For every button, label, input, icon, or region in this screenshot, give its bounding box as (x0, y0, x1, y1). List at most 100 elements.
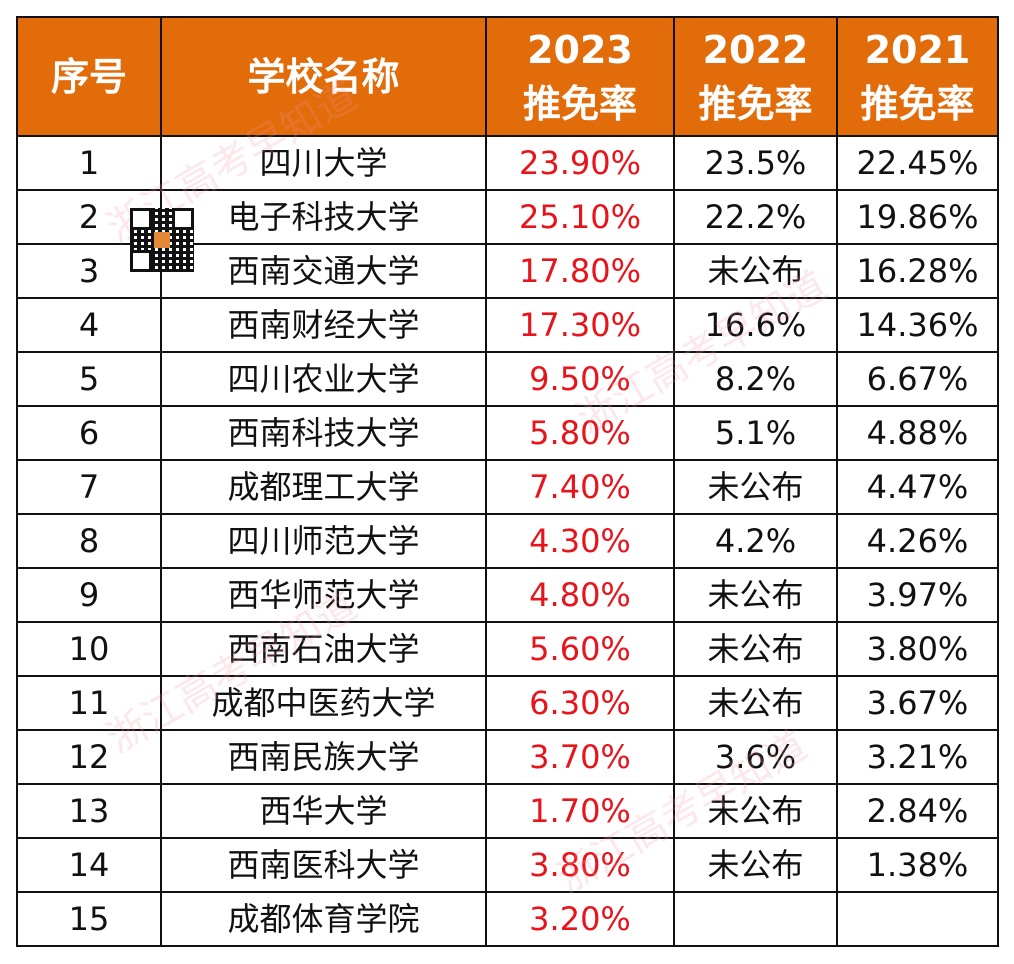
header-row: 序号 学校名称 2023 推免率 2022 推免率 2021 推免率 (16, 16, 999, 137)
school-name-cell: 西南医科大学 (160, 837, 487, 893)
rate-2023-cell: 17.80% (485, 243, 675, 299)
rate-2021-cell: 6.67% (836, 351, 999, 407)
rate-2021-cell: 4.47% (836, 459, 999, 515)
rank-cell: 15 (16, 891, 162, 947)
rate-2022-cell: 16.6% (673, 297, 838, 353)
rate-2023-cell: 3.80% (485, 837, 675, 893)
rate-2023-cell: 3.20% (485, 891, 675, 947)
school-name-cell: 西华师范大学 (160, 567, 487, 623)
school-name-cell: 西南民族大学 (160, 729, 487, 785)
rate-2021-cell: 2.84% (836, 783, 999, 839)
rank-cell: 5 (16, 351, 162, 407)
rank-cell: 10 (16, 621, 162, 677)
rate-2023-cell: 6.30% (485, 675, 675, 731)
school-name-cell: 西南科技大学 (160, 405, 487, 461)
rate-2022-cell: 5.1% (673, 405, 838, 461)
rate-2022-cell: 未公布 (673, 783, 838, 839)
column-header-text: 学校名称 (247, 54, 400, 99)
rank-cell: 1 (16, 135, 162, 191)
column-header-text: 2021 (864, 27, 971, 72)
table-row: 7 成都理工大学 7.40% 未公布 4.47% (16, 459, 999, 515)
table-row: 9 西华师范大学 4.80% 未公布 3.97% (16, 567, 999, 623)
rate-2023-cell: 1.70% (485, 783, 675, 839)
rate-2021-cell: 3.21% (836, 729, 999, 785)
column-header-text: 推免率 (698, 81, 813, 126)
rate-2023-cell: 3.70% (485, 729, 675, 785)
table-row: 14 西南医科大学 3.80% 未公布 1.38% (16, 837, 999, 893)
column-header: 序号 (16, 16, 162, 137)
column-header-text: 推免率 (860, 81, 975, 126)
rank-cell: 13 (16, 783, 162, 839)
column-header-text: 2023 (527, 27, 633, 72)
column-header-text: 2022 (702, 27, 809, 72)
table-row: 5 四川农业大学 9.50% 8.2% 6.67% (16, 351, 999, 407)
rate-2022-cell: 未公布 (673, 837, 838, 893)
table-row: 6 西南科技大学 5.80% 5.1% 4.88% (16, 405, 999, 461)
rate-2021-cell: 22.45% (836, 135, 999, 191)
rate-2021-cell: 19.86% (836, 189, 999, 245)
rate-2023-cell: 23.90% (485, 135, 675, 191)
school-name-cell: 成都中医药大学 (160, 675, 487, 731)
rate-2022-cell: 22.2% (673, 189, 838, 245)
column-header: 2023 推免率 (485, 16, 675, 137)
rate-2021-cell: 1.38% (836, 837, 999, 893)
rate-2023-cell: 4.80% (485, 567, 675, 623)
rate-2021-cell: 4.88% (836, 405, 999, 461)
table-row: 15 成都体育学院 3.20% (16, 891, 999, 947)
rate-2023-cell: 5.60% (485, 621, 675, 677)
rate-2022-cell: 23.5% (673, 135, 838, 191)
rank-cell: 14 (16, 837, 162, 893)
table-row: 8 四川师范大学 4.30% 4.2% 4.26% (16, 513, 999, 569)
admission-rate-table: 序号 学校名称 2023 推免率 2022 推免率 2021 推免率 1 四川大学 23.90% 2… (16, 16, 999, 947)
rate-2022-cell: 8.2% (673, 351, 838, 407)
school-name-cell: 电子科技大学 (160, 189, 487, 245)
rank-cell: 12 (16, 729, 162, 785)
rank-cell: 4 (16, 297, 162, 353)
table-row: 11 成都中医药大学 6.30% 未公布 3.67% (16, 675, 999, 731)
rate-2023-cell: 7.40% (485, 459, 675, 515)
rate-2021-cell: 3.67% (836, 675, 999, 731)
rate-2022-cell: 未公布 (673, 459, 838, 515)
school-name-cell: 西华大学 (160, 783, 487, 839)
column-header: 2021 推免率 (836, 16, 999, 137)
column-header-text: 推免率 (522, 81, 637, 126)
rate-2023-cell: 25.10% (485, 189, 675, 245)
rate-2021-cell: 16.28% (836, 243, 999, 299)
rate-2022-cell: 未公布 (673, 567, 838, 623)
school-name-cell: 四川大学 (160, 135, 487, 191)
table-row: 2 电子科技大学 25.10% 22.2% 19.86% (16, 189, 999, 245)
school-name-cell: 成都理工大学 (160, 459, 487, 515)
school-name-cell: 四川农业大学 (160, 351, 487, 407)
table-row: 1 四川大学 23.90% 23.5% 22.45% (16, 135, 999, 191)
rate-2022-cell: 4.2% (673, 513, 838, 569)
school-name-cell: 西南财经大学 (160, 297, 487, 353)
rate-2023-cell: 5.80% (485, 405, 675, 461)
school-name-cell: 西南石油大学 (160, 621, 487, 677)
rate-2022-cell (673, 891, 838, 947)
rate-2022-cell: 未公布 (673, 675, 838, 731)
rate-2022-cell: 未公布 (673, 621, 838, 677)
school-name-cell: 四川师范大学 (160, 513, 487, 569)
table-row: 13 西华大学 1.70% 未公布 2.84% (16, 783, 999, 839)
rate-2022-cell: 3.6% (673, 729, 838, 785)
qr-code-icon (130, 208, 194, 272)
column-header-text: 序号 (50, 54, 127, 99)
rate-2022-cell: 未公布 (673, 243, 838, 299)
table-row: 10 西南石油大学 5.60% 未公布 3.80% (16, 621, 999, 677)
rank-cell: 8 (16, 513, 162, 569)
rank-cell: 11 (16, 675, 162, 731)
rate-2023-cell: 4.30% (485, 513, 675, 569)
table-row: 4 西南财经大学 17.30% 16.6% 14.36% (16, 297, 999, 353)
rate-2021-cell: 4.26% (836, 513, 999, 569)
rank-cell: 7 (16, 459, 162, 515)
column-header: 2022 推免率 (673, 16, 838, 137)
school-name-cell: 成都体育学院 (160, 891, 487, 947)
rank-cell: 9 (16, 567, 162, 623)
rate-2021-cell: 3.97% (836, 567, 999, 623)
rate-2023-cell: 17.30% (485, 297, 675, 353)
school-name-cell: 西南交通大学 (160, 243, 487, 299)
rate-2021-cell: 14.36% (836, 297, 999, 353)
rate-2023-cell: 9.50% (485, 351, 675, 407)
rank-cell: 6 (16, 405, 162, 461)
rate-2021-cell: 3.80% (836, 621, 999, 677)
